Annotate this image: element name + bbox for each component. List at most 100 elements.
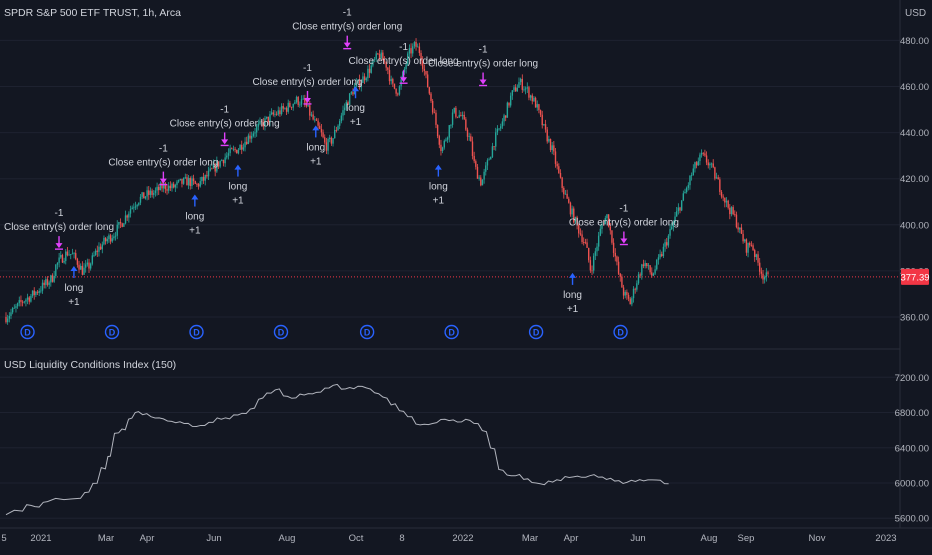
- long-order-qty: +1: [567, 304, 579, 315]
- candle-body: [586, 242, 588, 248]
- candle-body: [707, 162, 709, 166]
- strategy-trade-marks[interactable]: Close entry(s) order long -1 long +1 Close e…: [4, 8, 679, 315]
- candle-body: [167, 185, 170, 191]
- candle-body: [566, 193, 568, 199]
- candle-body: [563, 187, 565, 195]
- currency-label: USD: [905, 8, 926, 19]
- price-candles[interactable]: [5, 38, 769, 325]
- dividend-marker[interactable]: [189, 324, 204, 340]
- candle-body: [99, 246, 102, 250]
- long-order-label: long: [563, 290, 582, 301]
- candle-body: [231, 148, 233, 150]
- candle-body: [375, 53, 377, 60]
- candle-body: [114, 235, 117, 237]
- candle-body: [327, 139, 329, 151]
- dividend-marker[interactable]: [104, 324, 120, 340]
- candle-body: [367, 68, 369, 79]
- candle-body: [171, 183, 173, 189]
- candle-body: [350, 92, 353, 94]
- candle-body: [25, 299, 27, 302]
- candle-body: [368, 68, 371, 73]
- candle-body: [715, 177, 718, 179]
- candle-body: [222, 160, 225, 164]
- candle-body: [687, 185, 690, 188]
- candle-body: [302, 98, 304, 100]
- candle-body: [294, 102, 296, 104]
- candle-body: [98, 246, 100, 252]
- candle-body: [290, 106, 293, 108]
- indicator-title[interactable]: USD Liquidity Conditions Index (150): [4, 359, 176, 371]
- candle-body: [174, 184, 177, 188]
- last-price-tag-background: [901, 268, 929, 285]
- candle-body: [169, 185, 172, 189]
- candle-body: [672, 222, 675, 227]
- symbol-title[interactable]: SPDR S&P 500 ETF TRUST, 1h, Arca: [4, 7, 181, 19]
- candle-body: [362, 76, 364, 83]
- candle-body: [495, 132, 497, 147]
- candle-body: [421, 60, 424, 69]
- candle-body: [133, 207, 135, 209]
- candle-body: [71, 253, 74, 255]
- candle-body: [561, 177, 563, 188]
- candle-body: [124, 215, 127, 224]
- long-arrow-head: [70, 265, 78, 271]
- candle-body: [609, 226, 611, 231]
- candle-body: [441, 147, 444, 152]
- candle-body: [694, 162, 696, 169]
- candle-body: [338, 121, 341, 126]
- time-axis[interactable]: 5 2021 Mar Apr Jun Aug Oct 8 2022 Mar Apr Jun Aug Sep…: [1, 533, 896, 544]
- candle-body: [295, 96, 298, 103]
- candle-body: [81, 265, 84, 275]
- candle-body: [325, 142, 328, 151]
- candle-body: [372, 59, 374, 66]
- candle-body: [617, 261, 620, 274]
- long-arrow-head: [234, 164, 242, 170]
- candle-body: [436, 124, 439, 137]
- candle-body: [61, 254, 64, 263]
- dividend-marker-label: D: [533, 328, 540, 338]
- candle-body: [556, 163, 558, 167]
- candle-body: [279, 110, 281, 115]
- candle-body: [632, 288, 635, 299]
- candle-body: [727, 200, 729, 208]
- dividend-marker[interactable]: [613, 324, 628, 340]
- candle-body: [380, 52, 382, 59]
- candle-body: [475, 161, 477, 167]
- liquidity-index-line[interactable]: [5, 383, 669, 516]
- candle-body: [255, 126, 258, 133]
- long-order-qty: +1: [350, 117, 362, 128]
- dividend-marker[interactable]: [528, 324, 544, 340]
- candle-body: [710, 163, 713, 165]
- candle-body: [508, 102, 510, 106]
- candle-body: [335, 130, 338, 131]
- candle-body: [315, 119, 318, 121]
- candle-body: [343, 107, 346, 111]
- candle-body: [197, 184, 200, 187]
- dividend-marker[interactable]: [273, 324, 289, 340]
- candle-body: [177, 180, 180, 182]
- candle-body: [6, 318, 9, 323]
- candle-body: [518, 82, 520, 88]
- candle-body: [83, 267, 85, 275]
- candle-body: [506, 102, 509, 118]
- dividend-marker[interactable]: [359, 324, 375, 340]
- candle-body: [571, 208, 573, 215]
- candle-body: [591, 270, 593, 272]
- last-price-tag: 377.39: [900, 268, 930, 285]
- candle-body: [73, 253, 75, 254]
- candle-body: [417, 46, 419, 48]
- candle-body: [199, 181, 201, 187]
- dividend-marker[interactable]: [20, 324, 35, 340]
- candle-body: [717, 177, 719, 180]
- indicator-axis[interactable]: 7200.00 6800.00 6400.00 6000.00 5600.00: [895, 373, 929, 525]
- candle-body: [407, 53, 409, 65]
- candle-body: [465, 119, 467, 130]
- candle-body: [546, 129, 548, 142]
- candle-body: [88, 262, 90, 269]
- dividend-marker[interactable]: [444, 324, 459, 340]
- close-order-label: Close entry(s) order long: [108, 158, 218, 169]
- candle-body: [765, 272, 768, 278]
- long-order-label: long: [346, 103, 365, 114]
